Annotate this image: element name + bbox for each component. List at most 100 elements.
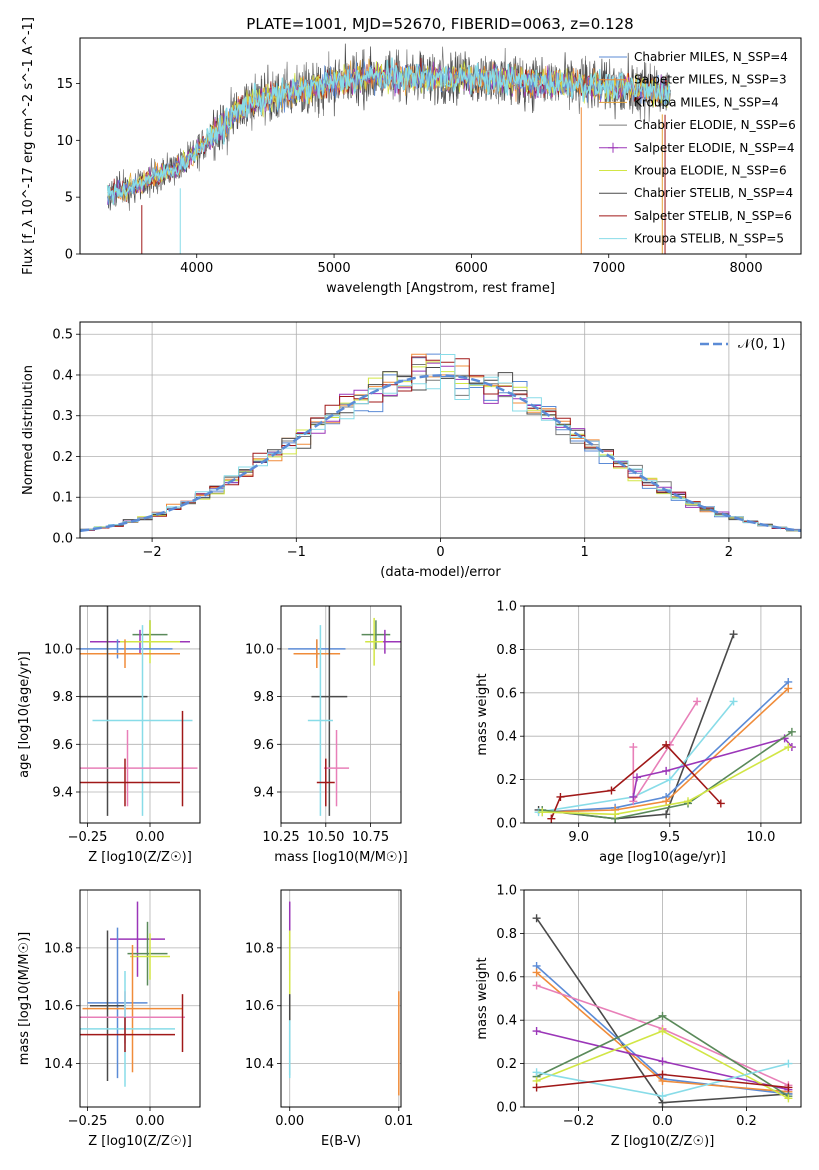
- y-tick-label: 0.4: [496, 1014, 517, 1029]
- plot-area-spectrum: [106, 43, 671, 254]
- y-tick-label: 10.4: [245, 1057, 274, 1072]
- y-axis-label: mass weight: [475, 673, 490, 755]
- x-tick-label: 0.00: [275, 1114, 304, 1129]
- panel-residuals: −2 −1 0 1 2 0.0 0.1 0.2 0.3 0.4 0.5 (data-model)/er…: [21, 321, 802, 580]
- y-tick-label: 1.0: [496, 884, 517, 899]
- y-tick-label: 0.4: [52, 368, 73, 383]
- panel-z_age: −0.25 0.00 9.4 9.6 9.8 10.0 Z [log10(Z/Z☉)] age…: [17, 605, 201, 865]
- errorbar-point-8: [80, 730, 198, 807]
- weight-series-8: [532, 1059, 793, 1101]
- y-axis-label: Flux [f_λ 10^-17 erg cm^-2 s^-1 A^-1]: [21, 17, 36, 275]
- x-tick-label: −2: [143, 545, 162, 560]
- y-axis-label: mass weight: [475, 957, 490, 1039]
- spectrum-line-9: [106, 57, 671, 205]
- y-tick-label: 9.8: [253, 690, 274, 705]
- weight-marker: [658, 1070, 667, 1079]
- weight-marker: [684, 797, 693, 806]
- weight-marker: [716, 799, 725, 808]
- axes-frame: [79, 321, 802, 539]
- plot-area-mass_age: [288, 606, 401, 816]
- x-tick-label: 2: [725, 545, 733, 560]
- x-tick-label: −0.25: [68, 1114, 108, 1129]
- y-tick-label: 10.0: [44, 642, 73, 657]
- weight-series-9: [538, 743, 793, 819]
- y-axis-label: age [log10(age/yr)]: [17, 651, 32, 778]
- y-tick-label: 10.0: [245, 642, 274, 657]
- y-tick-label: 1.0: [496, 600, 517, 615]
- y-tick-label: 0: [65, 248, 73, 263]
- weight-marker: [607, 786, 616, 795]
- errorbar-point-8: [323, 730, 350, 807]
- weight-marker: [729, 697, 738, 706]
- x-tick-label: 0: [436, 545, 444, 560]
- weight-marker: [532, 914, 541, 923]
- x-axis-label: Z [log10(Z/Z☉)]: [88, 850, 192, 865]
- axes-frame: [280, 605, 402, 824]
- y-tick-label: 9.4: [52, 786, 73, 801]
- axes-frame: [79, 37, 802, 255]
- plot-area-z_mass: [80, 901, 185, 1087]
- axes-frame: [79, 889, 201, 1108]
- weight-marker: [532, 1027, 541, 1036]
- x-tick-label: 1: [581, 545, 589, 560]
- errorbar-point-5: [293, 639, 341, 668]
- normal-reference-curve: [80, 374, 801, 533]
- errorbar-point-7: [307, 625, 333, 816]
- axes-frame: [280, 889, 402, 1108]
- spectrum-legend: Chabrier MILES, N_SSP=4 Salpeter MILES, N…: [599, 50, 796, 246]
- y-tick-label: 0.0: [496, 1101, 517, 1116]
- y-tick-label: 10: [56, 134, 73, 149]
- weight-line: [542, 731, 793, 820]
- weight-marker: [556, 792, 565, 801]
- legend-label: Salpeter STELIB, N_SSP=6: [634, 209, 792, 223]
- x-tick-label: 10.0: [746, 830, 775, 845]
- x-axis-label: E(B-V): [321, 1134, 361, 1149]
- x-tick-label: 0.00: [136, 1114, 165, 1129]
- y-tick-label: 10.8: [245, 941, 274, 956]
- x-tick-label: −0.25: [68, 830, 108, 845]
- y-tick-label: 0.2: [496, 1057, 517, 1072]
- weight-marker: [629, 743, 638, 752]
- y-tick-label: 0.6: [496, 970, 517, 985]
- axes-frame: [79, 605, 201, 824]
- x-axis-label: Z [log10(Z/Z☉)]: [611, 1134, 715, 1149]
- y-tick-label: 10.4: [44, 1057, 73, 1072]
- panel-z_weight: −0.2 0.0 0.2 0.0 0.2 0.4 0.6 0.8 1.0 Z [log10(Z/Z…: [475, 884, 802, 1149]
- weight-line: [542, 687, 789, 813]
- weight-marker: [784, 743, 793, 752]
- y-axis-label: Normed distribution: [21, 365, 36, 495]
- y-tick-label: 10.6: [245, 999, 274, 1014]
- y-tick-label: 0.2: [496, 773, 517, 788]
- weight-marker: [658, 1027, 667, 1036]
- axes-frame: [523, 889, 802, 1108]
- weight-marker: [532, 981, 541, 990]
- legend-label: Salpeter ELODIE, N_SSP=4: [634, 141, 795, 155]
- weight-marker: [662, 810, 671, 819]
- y-tick-label: 0.4: [496, 730, 517, 745]
- x-tick-label: 9.0: [568, 830, 589, 845]
- y-tick-label: 0.5: [52, 328, 73, 343]
- weight-marker: [658, 1011, 667, 1020]
- legend-marker: [608, 142, 618, 153]
- weight-line: [632, 701, 698, 805]
- legend-label: Chabrier ELODIE, N_SSP=6: [634, 118, 796, 132]
- errorbar-point-4: [87, 927, 148, 1079]
- weight-marker: [662, 740, 671, 749]
- histogram-series-9: [80, 354, 801, 531]
- plot-area-z_age: [80, 606, 198, 816]
- y-tick-label: 0.2: [52, 450, 73, 465]
- x-axis-label: age [log10(age/yr)]: [599, 850, 726, 865]
- errorbar-point-3: [130, 933, 170, 980]
- legend-label: Kroupa STELIB, N_SSP=5: [634, 232, 784, 246]
- y-tick-label: 10.6: [44, 999, 73, 1014]
- plot-area-age_weight: [534, 630, 796, 823]
- x-axis-label: (data-model)/error: [380, 565, 501, 580]
- weight-series-3: [532, 968, 793, 1096]
- x-tick-label: 4000: [180, 261, 213, 276]
- weight-marker: [662, 797, 671, 806]
- y-tick-label: 9.6: [253, 738, 274, 753]
- x-tick-label: 0.01: [384, 1114, 413, 1129]
- weight-line: [542, 681, 789, 813]
- weight-marker: [658, 1092, 667, 1101]
